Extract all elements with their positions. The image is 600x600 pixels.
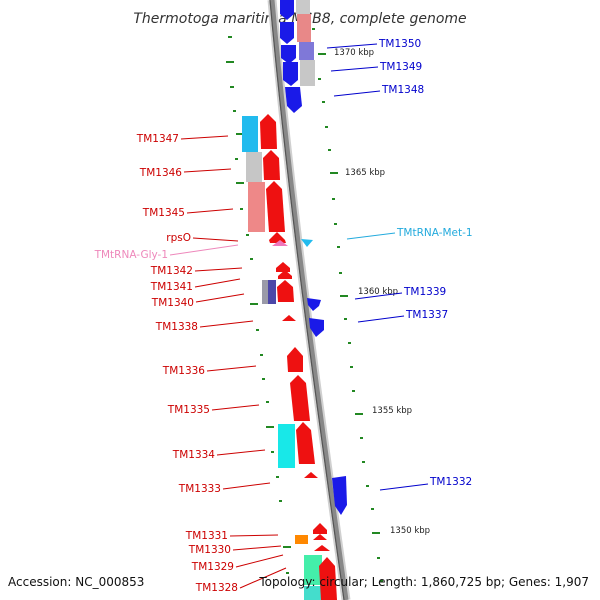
feature-tm1350-lavender[interactable]	[299, 42, 314, 60]
kbp-marker-1350: 1350 kbp	[390, 526, 430, 536]
gene-label-tm1347[interactable]: TM1347	[136, 133, 179, 145]
gene-arrow-tm1340[interactable]	[277, 280, 294, 302]
gene-arrow-tm1330[interactable]	[313, 534, 327, 540]
gene-arrow-tm1334[interactable]	[296, 422, 315, 464]
trna-label-met-1[interactable]: TMtRNA-Met-1	[396, 227, 473, 239]
kbp-marker-1370: 1370 kbp	[334, 48, 374, 58]
gene-label-tm1335[interactable]: TM1335	[167, 404, 210, 416]
genome-summary-text: Topology: circular; Length: 1,860,725 bp…	[258, 575, 589, 589]
gene-label-tm1346[interactable]: TM1346	[139, 167, 183, 179]
gene-label-tm1332[interactable]: TM1332	[429, 476, 472, 488]
gene-arrow-rpso[interactable]	[269, 232, 286, 243]
trna-gly-leader	[169, 244, 239, 256]
feature-tm1334-cyan[interactable]	[278, 424, 295, 468]
forward-label-leaders	[180, 135, 287, 589]
feature-tm1351-gray[interactable]	[296, 0, 310, 14]
gene-label-tm1329[interactable]: TM1329	[191, 561, 234, 573]
gene-arrow-tm1331[interactable]	[313, 523, 327, 534]
feature-tm1347-cyan[interactable]	[242, 116, 258, 152]
feature-tm1345-pink[interactable]	[248, 182, 265, 232]
gene-arrow-tm1333[interactable]	[304, 472, 318, 478]
kbp-marker-1365: 1365 kbp	[345, 168, 385, 178]
gene-arrow-tm1346[interactable]	[263, 150, 280, 180]
reverse-strand-features	[280, 0, 347, 515]
gene-label-tm1333[interactable]: TM1333	[178, 483, 221, 495]
kbp-marker-1360: 1360 kbp	[358, 287, 398, 297]
trna-met-leader	[346, 232, 396, 240]
gene-label-tm1334[interactable]: TM1334	[172, 449, 216, 461]
gene-arrow-tm1348[interactable]	[285, 87, 302, 113]
gene-label-tm1330[interactable]: TM1330	[188, 544, 231, 556]
feature-tm1331-orange[interactable]	[295, 535, 308, 544]
gene-label-tm1337[interactable]: TM1337	[405, 309, 448, 321]
gene-label-tm1338[interactable]: TM1338	[155, 321, 198, 333]
gene-arrow-tm1339[interactable]	[307, 298, 321, 311]
gene-label-tm1340[interactable]: TM1340	[151, 297, 194, 309]
kbp-markers: 1370 kbp 1365 kbp 1360 kbp 1355 kbp 1350…	[334, 48, 430, 536]
gene-arrow-tm1351[interactable]	[280, 0, 294, 20]
forward-gene-labels: TM1347 TM1346 TM1345 rpsO TM1342 TM1341 …	[136, 133, 238, 594]
gene-label-tm1341[interactable]: TM1341	[150, 281, 193, 293]
gene-arrow-tm1341[interactable]	[278, 270, 292, 279]
gene-label-tm1331[interactable]: TM1331	[185, 530, 228, 542]
kbp-marker-1355: 1355 kbp	[372, 406, 412, 416]
gene-label-tm1348[interactable]: TM1348	[381, 84, 424, 96]
reverse-label-leaders	[326, 43, 429, 491]
reverse-gene-labels: TM1350 TM1349 TM1348 TM1339 TM1337 TM133…	[378, 38, 472, 488]
gene-label-tm1349[interactable]: TM1349	[379, 61, 422, 73]
feature-tm1328-teal[interactable]	[304, 586, 324, 600]
trna-arrow-met-1[interactable]	[301, 239, 313, 247]
gene-arrow-tm1329[interactable]	[314, 545, 330, 551]
gene-arrow-tm1335[interactable]	[290, 375, 310, 421]
gene-arrow-tm1328[interactable]	[319, 557, 337, 600]
backbone	[267, 0, 351, 600]
gene-arrow-tm1347[interactable]	[260, 114, 277, 149]
feature-tm1349-gray[interactable]	[300, 60, 315, 86]
gene-label-tm1328[interactable]: TM1328	[195, 582, 238, 594]
accession-text: Accession: NC_000853	[8, 575, 144, 589]
gene-arrow-tm1350[interactable]	[280, 22, 294, 44]
gene-arrow-tm1345[interactable]	[266, 181, 285, 232]
gene-arrow-tm1337[interactable]	[309, 318, 324, 337]
gene-label-tm1350[interactable]: TM1350	[378, 38, 421, 50]
feature-tm1341-purple[interactable]	[268, 280, 276, 304]
gene-arrow-tm1336[interactable]	[287, 347, 303, 372]
gene-arrow-tm1332[interactable]	[332, 476, 347, 515]
gene-label-tm1336[interactable]: TM1336	[162, 365, 206, 377]
gene-label-tm1345[interactable]: TM1345	[142, 207, 185, 219]
trna-label-gly-1[interactable]: TMtRNA-Gly-1	[94, 249, 168, 261]
gene-label-tm1342[interactable]: TM1342	[150, 265, 193, 277]
trna-arrow-gly-1[interactable]	[272, 240, 288, 246]
gene-arrow-tm1350b[interactable]	[281, 45, 296, 64]
feature-tm1329-green[interactable]	[304, 555, 322, 585]
gene-arrow-tm1342[interactable]	[276, 262, 290, 272]
gene-label-tm1339[interactable]: TM1339	[403, 286, 446, 298]
tick-marks	[226, 28, 383, 582]
gene-arrow-tm1349[interactable]	[283, 62, 298, 86]
gene-label-rpso[interactable]: rpsO	[166, 232, 191, 244]
feature-tm1350-pink[interactable]	[297, 14, 311, 42]
gene-arrow-tm1338[interactable]	[282, 315, 296, 321]
feature-tm1341-gray[interactable]	[262, 280, 269, 304]
forward-strand-features	[242, 114, 337, 600]
feature-tm1346-gray[interactable]	[246, 152, 262, 182]
